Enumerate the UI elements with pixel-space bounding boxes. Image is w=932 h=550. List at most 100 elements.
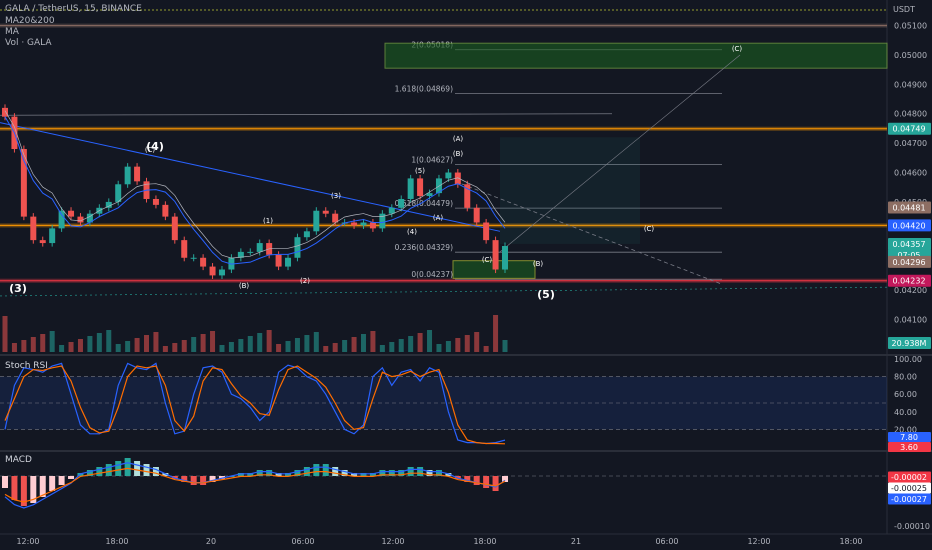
price-tick: 0.04800	[894, 110, 927, 119]
macd-histogram-bar	[256, 470, 263, 476]
volume-bar	[389, 342, 395, 352]
volume-bar	[502, 340, 508, 352]
price-tick: 0.04900	[894, 80, 927, 89]
candle-body	[162, 204, 169, 217]
fib-label: 0.618(0.04479)	[395, 199, 453, 208]
macd-histogram-bar	[502, 476, 508, 482]
volume-bar	[294, 338, 300, 352]
wave-label: (1)	[263, 217, 273, 225]
candle-body	[369, 222, 376, 229]
time-tick: 06:00	[291, 537, 314, 546]
price-tag-label: 0.04420	[892, 221, 925, 230]
macd-histogram-bar	[86, 470, 93, 476]
wave-label: (B)	[453, 150, 464, 158]
candle-body	[332, 213, 339, 223]
macd-histogram-bar	[58, 476, 65, 485]
volume-bar	[238, 339, 244, 352]
macd-histogram-bar	[303, 467, 310, 476]
volume-bar	[379, 345, 385, 352]
macd-tag-label: -0.00025	[891, 484, 927, 493]
macd-histogram-bar	[134, 461, 141, 476]
wave-label: (C)	[644, 225, 655, 233]
volume-bar	[417, 333, 423, 352]
candle-body	[454, 172, 461, 185]
candle-body	[77, 216, 84, 223]
candle-body	[303, 231, 310, 238]
wave-label: (4)	[407, 228, 417, 236]
macd-histogram-bar	[11, 476, 18, 500]
long-position-zone	[500, 137, 640, 244]
volume-bar	[200, 334, 206, 352]
macd-histogram-bar	[275, 473, 282, 476]
macd-histogram-bar	[351, 473, 358, 476]
price-tag-label: 0.04296	[892, 258, 925, 267]
macd-histogram-bar	[313, 464, 320, 476]
volume-bar	[351, 337, 357, 352]
macd-histogram-bar	[454, 476, 461, 479]
time-tick: 20	[206, 537, 216, 546]
candle-body	[473, 207, 480, 223]
macd-title: MACD	[5, 455, 32, 465]
support-line	[0, 286, 888, 297]
stoch-tick: 40.00	[894, 408, 917, 417]
candle-body	[68, 210, 75, 217]
macd-histogram-bar	[407, 467, 414, 476]
volume-bar	[257, 333, 263, 352]
time-tick: 18:00	[473, 537, 496, 546]
candle-body	[152, 198, 159, 205]
volume-bar	[115, 344, 121, 352]
wave-label: (C)	[482, 256, 493, 264]
volume-bar	[342, 340, 348, 352]
price-tag-label: 0.04481	[892, 204, 925, 213]
time-tick: 12:00	[16, 537, 39, 546]
stoch-tag-label: 7.80	[900, 433, 918, 442]
macd-histogram-bar	[49, 476, 56, 491]
fib-label: 1.618(0.04869)	[395, 84, 453, 93]
time-tick: 18:00	[839, 537, 862, 546]
candle-body	[388, 207, 395, 214]
projection-line	[454, 180, 723, 285]
macd-line	[4, 462, 506, 509]
candle-body	[492, 240, 499, 270]
volume-bar	[219, 345, 225, 352]
macd-histogram-bar	[360, 473, 367, 476]
volume-bar	[464, 335, 470, 352]
candle-body	[115, 184, 122, 202]
wave-label: (C)	[145, 146, 156, 154]
volume-bar	[247, 336, 253, 352]
volume-bar	[285, 341, 291, 352]
macd-histogram-bar	[322, 464, 329, 476]
macd-tag	[888, 471, 931, 483]
volume-bar	[323, 346, 329, 352]
volume-bar	[125, 341, 131, 352]
macd-histogram-bar	[96, 467, 103, 476]
trend-line-blue	[0, 122, 501, 232]
wave-label: (B)	[533, 260, 544, 268]
candle-body	[218, 269, 225, 276]
macd-histogram-bar	[341, 470, 348, 476]
macd-histogram-bar	[68, 476, 75, 479]
candle-body	[398, 198, 405, 208]
candle-body	[190, 257, 197, 259]
price-tag-label: 0.04232	[892, 277, 925, 286]
stoch-tick: 20.00	[894, 425, 917, 434]
macd-histogram-bar	[369, 473, 376, 476]
macd-histogram-bar	[218, 476, 225, 479]
candle-body	[426, 193, 433, 197]
indicator-legend-volume: Vol · GALA	[5, 38, 52, 48]
candle-body	[275, 254, 282, 267]
candle-body	[237, 251, 244, 258]
macd-histogram-bar	[105, 464, 112, 476]
macd-histogram-bar	[237, 473, 244, 476]
volume-bar	[436, 344, 442, 352]
price-tag	[888, 201, 931, 214]
stoch-d-line	[4, 365, 506, 445]
macd-histogram-bar	[445, 473, 452, 476]
candle-body	[256, 243, 263, 252]
macd-histogram-bar	[190, 476, 197, 485]
candle-body	[124, 166, 131, 185]
macd-histogram-bar	[388, 470, 395, 476]
candle-body	[360, 222, 367, 226]
macd-tag	[888, 482, 931, 494]
